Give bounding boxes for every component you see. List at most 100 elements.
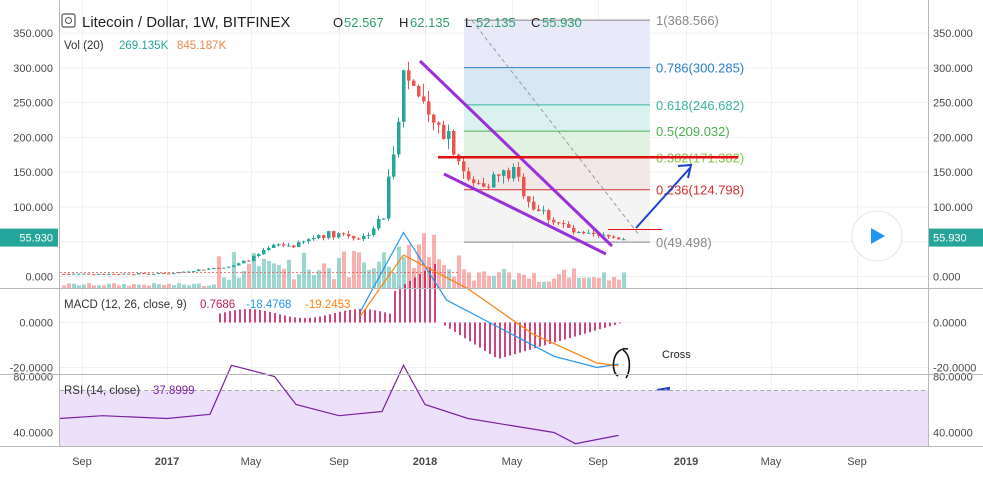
candle-body bbox=[427, 101, 431, 115]
volume-value-ma: 269.135K bbox=[119, 40, 169, 52]
ohlc-value: 55.930 bbox=[542, 15, 582, 30]
candle-body bbox=[82, 273, 86, 275]
candle-body bbox=[582, 231, 586, 234]
channel-upper-trendline[interactable] bbox=[418, 59, 614, 248]
price-tick-left: 350.000 bbox=[13, 28, 53, 40]
candle-body bbox=[612, 236, 616, 238]
volume-bar bbox=[582, 277, 586, 288]
play-button[interactable] bbox=[851, 210, 903, 262]
volume-bar bbox=[597, 277, 601, 288]
volume-bar bbox=[132, 284, 136, 288]
time-tick-label: May bbox=[502, 456, 523, 468]
volume-bar bbox=[152, 283, 156, 288]
volume-bar bbox=[67, 283, 71, 288]
candle-body bbox=[447, 130, 451, 140]
current-price-badge-left bbox=[0, 228, 58, 247]
volume-bar bbox=[322, 263, 326, 288]
candle-body bbox=[207, 268, 211, 270]
candle-body bbox=[452, 130, 456, 155]
candle-body bbox=[287, 245, 291, 247]
arrow-head-icon bbox=[677, 163, 693, 179]
volume-bar bbox=[317, 270, 321, 288]
candlesticks[interactable] bbox=[60, 61, 626, 276]
volume-bar bbox=[552, 278, 556, 288]
volume-bar bbox=[587, 277, 591, 288]
volume-bar bbox=[557, 274, 561, 288]
candle-body bbox=[217, 267, 221, 269]
candle-body bbox=[487, 186, 491, 188]
ohlc-value: 62.135 bbox=[410, 15, 450, 30]
projection-arrow-main[interactable] bbox=[635, 167, 691, 229]
candle-body bbox=[392, 154, 396, 177]
volume-bar bbox=[207, 285, 211, 288]
chart-title: Litecoin / Dollar, 1W, BITFINEX bbox=[82, 14, 290, 31]
volume-bar bbox=[337, 258, 341, 288]
candle-body bbox=[417, 85, 421, 97]
candle-body bbox=[497, 174, 501, 176]
candle-body bbox=[147, 273, 151, 275]
ohlc-key: L bbox=[465, 15, 472, 30]
macd-hist-value: 0.7686 bbox=[200, 299, 235, 311]
macd-tick-right: 0.0000 bbox=[933, 318, 967, 330]
candle-body bbox=[407, 70, 411, 81]
candle-body bbox=[282, 244, 286, 246]
rsi-tick-left: 80.0000 bbox=[13, 372, 53, 384]
macd-line-value: -18.4768 bbox=[246, 299, 291, 311]
volume-bar bbox=[397, 246, 401, 288]
candle-body bbox=[322, 235, 326, 239]
volume-bar bbox=[312, 275, 316, 288]
volume-bar bbox=[262, 258, 266, 288]
volume-bar bbox=[512, 279, 516, 288]
volume-bar bbox=[607, 280, 611, 288]
volume-bar bbox=[542, 281, 546, 288]
candle-body bbox=[292, 245, 296, 248]
volume-bar bbox=[477, 272, 481, 288]
volume-bar bbox=[367, 269, 371, 288]
candle-body bbox=[442, 124, 446, 140]
volume-bar bbox=[167, 283, 171, 288]
volume-bar bbox=[242, 270, 246, 288]
volume-bar bbox=[602, 272, 606, 288]
volume-bar bbox=[527, 278, 531, 288]
volume-bar bbox=[502, 268, 506, 288]
time-tick-label: 2018 bbox=[413, 456, 437, 468]
volume-bar bbox=[137, 284, 141, 288]
volume-bar bbox=[357, 252, 361, 288]
volume-bar bbox=[302, 252, 306, 288]
time-tick-label: May bbox=[761, 456, 782, 468]
volume-bar bbox=[162, 284, 166, 288]
volume-bar bbox=[567, 277, 571, 288]
fibonacci-retracement[interactable]: 1(368.566) 0.786(300.285) 0.618(246.682) 0.… bbox=[464, 13, 744, 250]
ohlc-value: 52.135 bbox=[476, 15, 516, 30]
candle-body bbox=[167, 273, 171, 275]
rsi-tick-right: 40.0000 bbox=[933, 428, 973, 440]
volume-bar bbox=[267, 260, 271, 288]
candle-body bbox=[622, 239, 626, 241]
volume-bar bbox=[522, 274, 526, 288]
candle-body bbox=[437, 122, 441, 125]
volume-value-current: 845.187K bbox=[177, 40, 227, 52]
candle-body bbox=[492, 174, 496, 188]
volume-bar bbox=[252, 253, 256, 288]
candle-body bbox=[127, 273, 131, 275]
candle-body bbox=[312, 238, 316, 240]
candle-body bbox=[532, 201, 536, 210]
volume-bar bbox=[622, 272, 626, 288]
candle-body bbox=[517, 166, 521, 177]
volume-bar bbox=[387, 266, 391, 288]
volume-bar bbox=[372, 268, 376, 288]
candle-body bbox=[587, 232, 591, 234]
volume-bar bbox=[147, 285, 151, 288]
candle-body bbox=[547, 210, 551, 220]
candle-body bbox=[97, 273, 101, 275]
volume-bar bbox=[237, 277, 241, 288]
macd-line bbox=[359, 231, 619, 369]
candle-body bbox=[422, 96, 426, 102]
volume-bar bbox=[172, 284, 176, 288]
channel-lower-trendline[interactable] bbox=[443, 172, 607, 256]
price-tick-right: 150.000 bbox=[933, 167, 973, 179]
rsi-band bbox=[60, 390, 928, 447]
rsi-tick-left: 40.0000 bbox=[13, 428, 53, 440]
